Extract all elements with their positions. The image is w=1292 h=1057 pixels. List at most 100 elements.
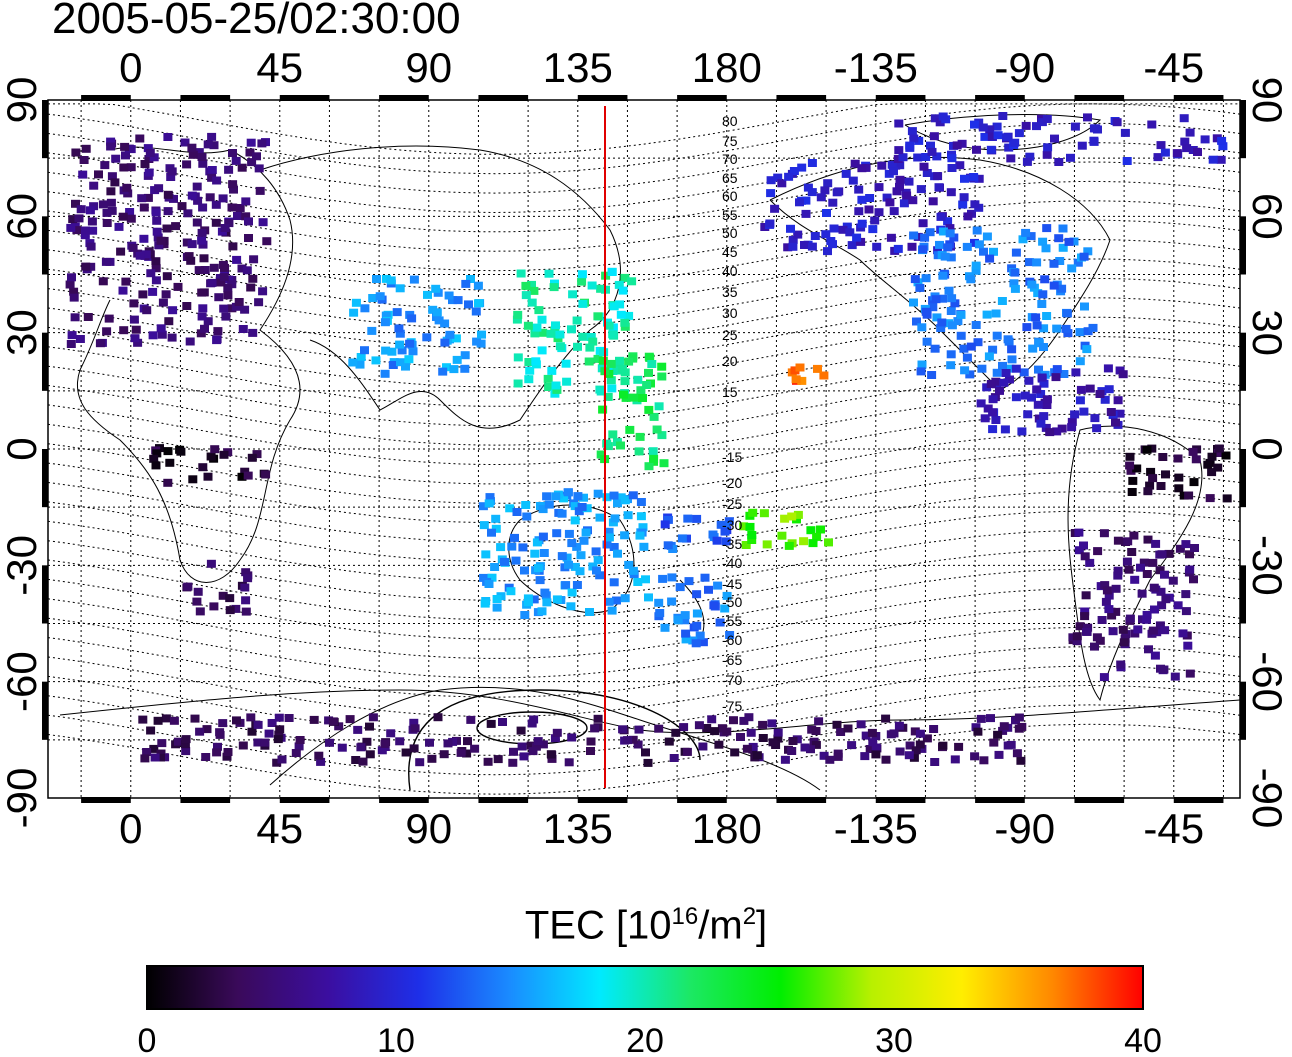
tec-cell — [979, 756, 989, 765]
tec-cell — [609, 578, 619, 587]
magnetic-latitude-label: -75 — [722, 698, 742, 714]
magnetic-contour — [48, 277, 1240, 349]
tec-cell — [149, 744, 159, 753]
magnetic-contour — [48, 161, 1240, 233]
tec-cell — [812, 532, 822, 541]
tec-cell — [542, 492, 552, 501]
tec-cell — [1050, 134, 1059, 143]
tec-cell — [481, 550, 491, 559]
tec-cell — [1182, 144, 1192, 153]
top-tick-bar — [279, 95, 330, 101]
tec-cell — [492, 595, 502, 603]
tec-cell — [910, 727, 920, 736]
tec-cell — [647, 360, 657, 368]
tec-cell — [1005, 375, 1014, 384]
tec-cell — [698, 638, 708, 647]
tec-cell — [931, 295, 941, 304]
tec-cell — [564, 529, 574, 538]
tec-cell — [220, 263, 229, 272]
tec-cell — [1010, 268, 1020, 277]
top-tick-bar — [875, 95, 926, 101]
tec-cell — [889, 207, 899, 216]
tec-cell — [200, 324, 209, 333]
tec-cell — [173, 282, 183, 291]
tec-cell — [1144, 645, 1153, 654]
tec-cell — [163, 133, 173, 141]
tec-cell — [784, 172, 794, 181]
tec-cell — [953, 317, 963, 326]
tec-cell — [1052, 427, 1062, 436]
tec-cell — [1037, 118, 1047, 127]
bottom-tick-bar — [677, 797, 727, 803]
tec-cell — [930, 344, 940, 353]
tec-cell — [929, 132, 939, 141]
tec-cell — [889, 167, 898, 176]
tec-cell — [242, 266, 252, 275]
tec-cell — [546, 750, 556, 759]
tec-cell — [1063, 329, 1073, 338]
tec-cell — [945, 224, 955, 233]
tec-cell — [893, 154, 903, 163]
tec-cell — [1005, 364, 1015, 373]
tec-cell — [1156, 587, 1166, 596]
tec-cell — [521, 291, 531, 300]
tec-cell — [657, 431, 667, 440]
tec-cell — [549, 283, 559, 292]
tec-cell — [1116, 660, 1126, 669]
tec-cell — [659, 459, 669, 468]
tec-cell — [595, 571, 605, 580]
tec-cell — [1052, 365, 1062, 374]
tec-cell — [620, 496, 630, 505]
colorbar-title: TEC [1016/m2] — [524, 903, 768, 948]
tec-cell — [1093, 547, 1103, 556]
tec-cell — [533, 737, 543, 746]
magnetic-latitude-label: 80 — [722, 113, 738, 129]
tec-cell — [275, 725, 285, 734]
tec-cell — [684, 577, 694, 586]
tec-cell — [1130, 629, 1140, 638]
magnetic-contour — [48, 723, 1240, 795]
tec-cell — [635, 531, 645, 540]
tec-cell — [1095, 390, 1105, 398]
magnetic-contour — [48, 607, 1240, 679]
magnetic-latitude-label: -35 — [722, 536, 742, 552]
tec-cell — [1010, 138, 1020, 147]
tec-cell — [1148, 626, 1158, 635]
tec-cell — [857, 219, 867, 228]
tec-cell — [870, 216, 880, 225]
tec-cell — [126, 163, 136, 172]
tec-cell — [360, 304, 370, 313]
tec-cell — [150, 753, 160, 762]
tec-cell — [946, 253, 956, 262]
tec-cell — [567, 539, 577, 548]
tec-cell — [965, 370, 975, 379]
tec-cell — [252, 450, 262, 459]
tec-cell — [570, 516, 580, 525]
tec-cell — [1148, 558, 1158, 567]
tec-cell — [80, 231, 90, 240]
tec-cell — [171, 222, 181, 231]
tec-cell — [912, 317, 921, 326]
tec-cell — [464, 300, 473, 309]
tec-cell — [970, 752, 980, 761]
tec-cell — [316, 757, 326, 766]
tec-cell — [431, 284, 441, 293]
tec-cell — [227, 203, 237, 212]
tec-cell — [1214, 444, 1224, 453]
tec-cell — [954, 742, 964, 751]
tec-cell — [638, 394, 647, 402]
bottom-tick-bar — [478, 797, 529, 803]
tec-cell — [930, 114, 940, 123]
magnetic-latitude-label: -20 — [722, 475, 742, 491]
tec-cell — [799, 537, 809, 546]
tec-cell — [1067, 264, 1077, 273]
tec-cell — [254, 164, 264, 173]
tec-cell — [624, 357, 634, 366]
tec-cell — [1042, 401, 1052, 409]
tec-cell — [1036, 390, 1046, 398]
tec-cell — [807, 159, 817, 167]
left-axis-label: 90 — [0, 77, 45, 124]
tec-cell — [999, 378, 1009, 387]
tec-cell — [860, 752, 870, 761]
tec-cell — [607, 268, 617, 276]
